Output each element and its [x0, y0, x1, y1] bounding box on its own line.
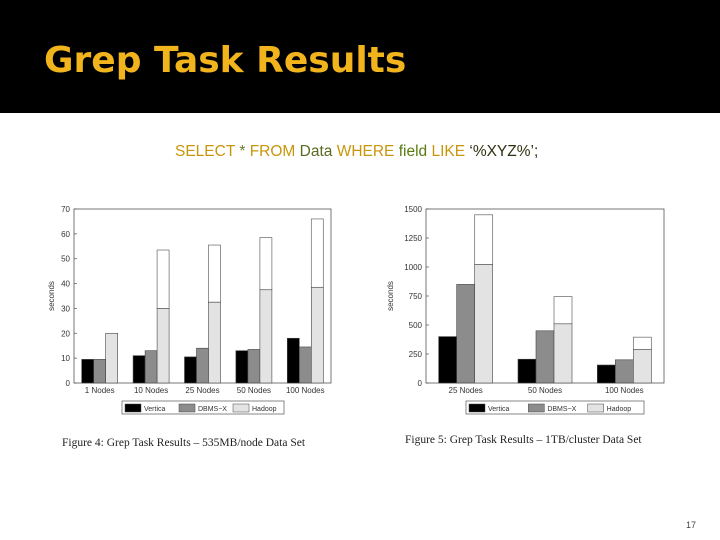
slide-header: [0, 0, 720, 113]
x-tick-label: 25 Nodes: [185, 386, 219, 395]
query-keyword-select: SELECT: [175, 143, 236, 160]
query-table: Data: [295, 143, 337, 160]
bar-dbmsx: [298, 346, 312, 384]
bar-hadoop-overhead: [259, 237, 273, 291]
x-tick-label: 25 Nodes: [449, 386, 483, 395]
bar-hadoop: [310, 286, 324, 384]
y-tick-label: 0: [418, 379, 423, 388]
legend-swatch: [468, 403, 486, 413]
bar-dbmsx: [247, 349, 261, 384]
bar-hadoop: [633, 349, 652, 384]
legend-swatch: [528, 403, 545, 413]
bar-hadoop-overhead: [208, 244, 221, 303]
bar-hadoop: [553, 323, 573, 384]
y-tick-label: 40: [61, 280, 70, 289]
y-tick-label: 50: [61, 255, 70, 264]
x-tick-label: 100 Nodes: [286, 386, 325, 395]
slide-title: Grep Task Results: [44, 40, 407, 81]
bar-dbmsx: [456, 284, 475, 384]
query-star: *: [235, 143, 250, 160]
figure-caption: Figure 5: Grep Task Results – 1TB/cluste…: [405, 434, 642, 446]
bar-hadoop-overhead: [310, 218, 324, 288]
legend-swatch: [587, 403, 604, 413]
figure-caption: Figure 4: Grep Task Results – 535MB/node…: [62, 437, 306, 449]
legend-swatch: [124, 403, 142, 413]
bar-vertica: [597, 364, 616, 384]
page-number: 17: [686, 520, 697, 530]
bar-vertica: [132, 355, 146, 384]
legend-label: Hadoop: [607, 406, 632, 413]
query-pattern: ‘%XYZ%’;: [465, 143, 539, 160]
bar-hadoop: [156, 308, 170, 384]
bar-dbmsx: [196, 347, 209, 384]
y-tick-label: 1000: [404, 263, 422, 272]
chart-2: 0 250 500 750 1000 1250 1500 seconds 25 Nodes 50 …: [386, 205, 665, 446]
bar-dbmsx: [93, 359, 106, 384]
query-keyword-like: LIKE: [431, 143, 466, 160]
x-tick-label: 100 Nodes: [605, 386, 644, 395]
query-keyword-where: WHERE: [336, 143, 395, 160]
legend-swatch: [232, 403, 250, 413]
legend: Vertica DBMS−X Hadoop: [465, 400, 645, 415]
y-tick-label: 500: [409, 321, 423, 330]
bar-dbmsx: [615, 359, 634, 384]
chart-1: 0 10 20 30 40 50 60 70 seconds 1 Nodes 10 Nodes 25 …: [47, 205, 332, 449]
legend-label: Vertica: [144, 406, 166, 413]
x-tick-label: 1 Nodes: [85, 386, 115, 395]
bar-vertica: [286, 337, 300, 384]
legend-label: Hadoop: [252, 406, 277, 413]
bar-hadoop-overhead: [553, 296, 573, 325]
bar-hadoop-overhead: [632, 336, 652, 350]
bar-vertica: [438, 336, 457, 384]
y-tick-label: 750: [409, 292, 423, 301]
y-tick-label: 70: [61, 205, 70, 214]
bar-vertica: [184, 356, 197, 384]
x-tick-label: 50 Nodes: [237, 386, 271, 395]
y-tick-label: 10: [61, 354, 70, 363]
bar-hadoop: [105, 332, 118, 384]
legend-label: DBMS−X: [547, 406, 576, 413]
y-tick-label: 20: [61, 329, 70, 338]
bar-vertica: [235, 350, 249, 384]
y-tick-label: 30: [61, 304, 70, 313]
y-tick-label: 0: [66, 379, 71, 388]
bar-dbmsx: [144, 350, 158, 384]
bar-hadoop-overhead: [474, 214, 494, 266]
bar-hadoop-overhead: [156, 249, 170, 309]
x-tick-label: 50 Nodes: [528, 386, 562, 395]
x-tick-label: 10 Nodes: [134, 386, 168, 395]
sql-query: SELECT * FROM Data WHERE field LIKE ‘%XY…: [175, 143, 538, 161]
bar-vertica: [81, 359, 94, 384]
y-axis-label: seconds: [386, 281, 395, 311]
y-tick-label: 1250: [404, 234, 422, 243]
legend: Vertica DBMS−X Hadoop: [121, 400, 285, 415]
bar-vertica: [517, 358, 537, 384]
query-keyword-from: FROM: [249, 143, 296, 160]
y-tick-label: 60: [61, 230, 70, 239]
y-tick-label: 1500: [404, 205, 422, 214]
y-axis-label: seconds: [47, 281, 56, 311]
legend-label: DBMS−X: [198, 406, 227, 413]
y-tick-label: 250: [409, 350, 423, 359]
legend-label: Vertica: [488, 406, 510, 413]
query-field: field: [394, 143, 432, 160]
bar-hadoop: [208, 301, 221, 384]
bar-hadoop: [474, 264, 493, 384]
bar-dbmsx: [535, 330, 555, 384]
bar-hadoop: [259, 289, 273, 384]
legend-swatch: [178, 403, 196, 413]
